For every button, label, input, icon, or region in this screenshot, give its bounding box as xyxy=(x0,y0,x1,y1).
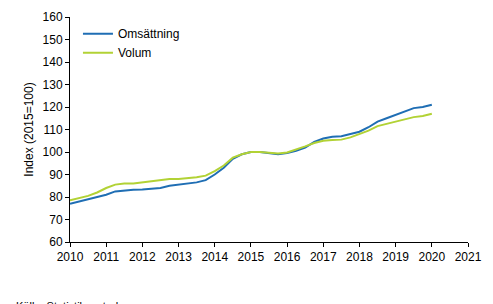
svg-text:130: 130 xyxy=(43,78,63,92)
svg-text:2010: 2010 xyxy=(57,250,84,264)
svg-text:2018: 2018 xyxy=(346,250,373,264)
svg-text:2016: 2016 xyxy=(274,250,301,264)
svg-text:2015: 2015 xyxy=(238,250,265,264)
svg-text:Volum: Volum xyxy=(118,46,151,60)
svg-text:Källa: Statistikcentralen: Källa: Statistikcentralen xyxy=(16,300,130,304)
svg-text:90: 90 xyxy=(49,168,63,182)
svg-text:2017: 2017 xyxy=(310,250,337,264)
svg-text:140: 140 xyxy=(43,55,63,69)
svg-text:110: 110 xyxy=(43,123,62,137)
svg-text:70: 70 xyxy=(49,213,63,227)
svg-text:160: 160 xyxy=(43,10,63,24)
svg-text:2014: 2014 xyxy=(201,250,228,264)
svg-text:2012: 2012 xyxy=(129,250,156,264)
svg-text:2019: 2019 xyxy=(382,250,409,264)
svg-text:60: 60 xyxy=(49,235,63,249)
svg-text:150: 150 xyxy=(43,33,63,47)
svg-text:Omsättning: Omsättning xyxy=(118,27,179,41)
svg-text:2013: 2013 xyxy=(165,250,192,264)
svg-text:100: 100 xyxy=(43,145,63,159)
svg-text:80: 80 xyxy=(49,190,63,204)
svg-text:Index (2015=100): Index (2015=100) xyxy=(22,82,36,176)
svg-text:120: 120 xyxy=(43,100,63,114)
svg-text:2020: 2020 xyxy=(418,250,445,264)
svg-text:2021: 2021 xyxy=(455,250,482,264)
svg-text:2011: 2011 xyxy=(93,250,119,264)
